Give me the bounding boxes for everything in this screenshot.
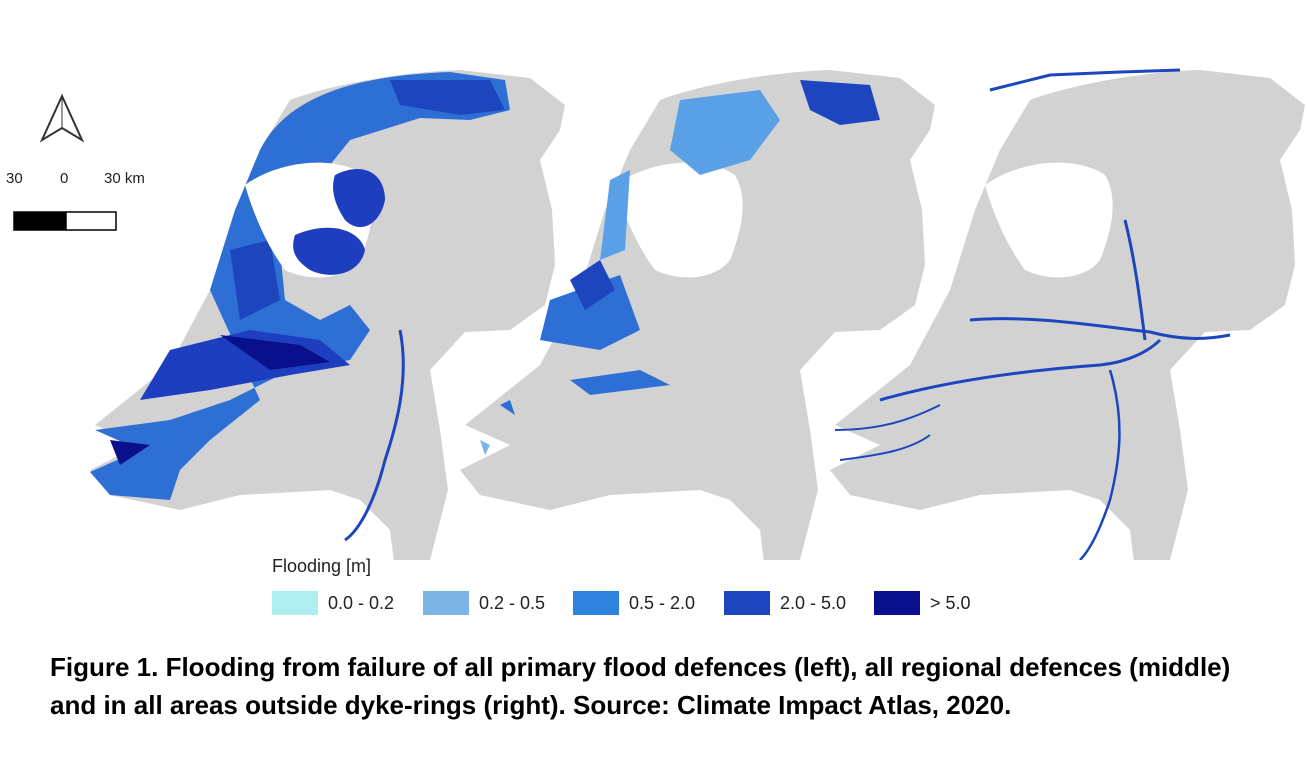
scale-label-zero: 0 bbox=[60, 170, 69, 187]
scale-label-left: 30 bbox=[6, 170, 23, 187]
legend-item: 0.2 - 0.5 bbox=[423, 590, 545, 616]
legend-title: Flooding [m] bbox=[272, 556, 372, 576]
figure-caption: Figure 1. Flooding from failure of all p… bbox=[50, 652, 1231, 720]
legend-label: 0.2 - 0.5 bbox=[479, 592, 546, 613]
legend-item: > 5.0 bbox=[874, 590, 971, 616]
legend-item: 0.5 - 2.0 bbox=[573, 590, 695, 616]
map-primary-defences bbox=[90, 70, 565, 560]
legend-swatch bbox=[874, 591, 920, 615]
north-arrow-icon bbox=[39, 93, 85, 143]
map-outside-dyke-rings bbox=[830, 68, 1305, 560]
legend-item: 0.0 - 0.2 bbox=[272, 590, 394, 616]
legend-swatch bbox=[423, 591, 469, 615]
map-regional-defences bbox=[460, 70, 935, 560]
legend-swatch bbox=[573, 591, 619, 615]
legend-label: > 5.0 bbox=[930, 592, 971, 613]
scale-label-right: 30 km bbox=[104, 170, 145, 187]
legend-item: 2.0 - 5.0 bbox=[724, 590, 846, 616]
legend-swatch bbox=[724, 591, 770, 615]
legend-label: 0.5 - 2.0 bbox=[629, 592, 696, 613]
scale-bar bbox=[13, 211, 117, 231]
legend-label: 2.0 - 5.0 bbox=[780, 592, 847, 613]
legend-label: 0.0 - 0.2 bbox=[328, 592, 395, 613]
flood-maps bbox=[13, 68, 1305, 560]
legend-swatch bbox=[272, 591, 318, 615]
